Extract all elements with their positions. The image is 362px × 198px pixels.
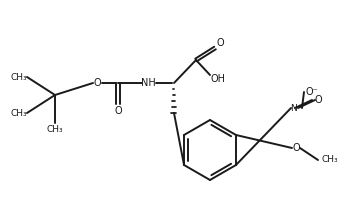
Text: CH₃: CH₃ xyxy=(11,109,27,117)
Text: CH₃: CH₃ xyxy=(322,155,338,165)
Text: OH: OH xyxy=(210,74,226,84)
Text: N⁺: N⁺ xyxy=(290,104,302,112)
Text: O: O xyxy=(114,106,122,116)
Text: NH: NH xyxy=(140,78,155,88)
Text: O: O xyxy=(93,78,101,88)
Text: O: O xyxy=(314,95,322,105)
Text: CH₃: CH₃ xyxy=(47,126,63,134)
Text: O⁻: O⁻ xyxy=(306,87,318,97)
Text: O: O xyxy=(216,38,224,48)
Text: CH₃: CH₃ xyxy=(11,72,27,82)
Text: O: O xyxy=(292,143,300,153)
